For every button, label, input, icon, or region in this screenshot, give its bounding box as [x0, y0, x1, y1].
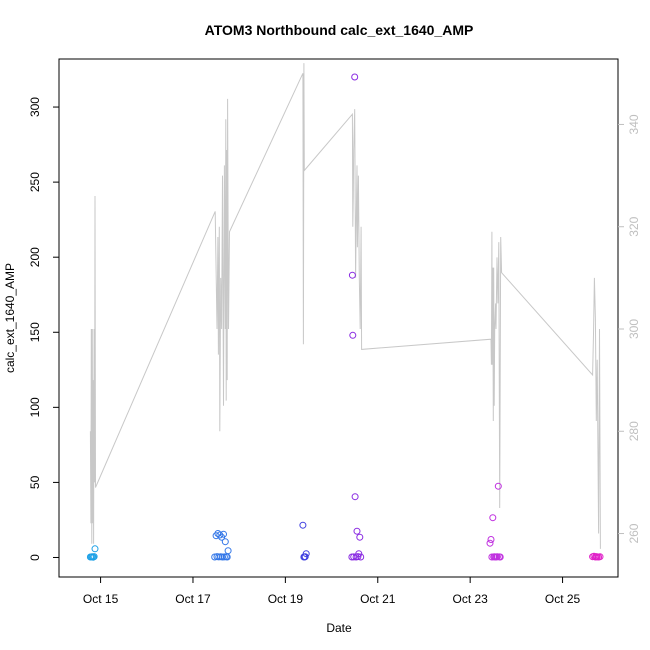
data-point [489, 514, 497, 522]
data-point [486, 539, 494, 547]
data-point [348, 271, 356, 279]
y2-tick-label: 280 [627, 421, 641, 441]
y-tick-label: 200 [28, 247, 42, 267]
chart-title: ATOM3 Northbound calc_ext_1640_AMP [205, 22, 474, 38]
secondary-series-line [89, 63, 601, 549]
data-point [90, 553, 98, 561]
data-point [356, 533, 364, 541]
y-tick-label: 100 [28, 397, 42, 417]
secondary-y-axis: 260 280 300 320 340 [618, 114, 641, 544]
data-point [299, 521, 307, 529]
x-tick-label: Oct 25 [545, 592, 581, 606]
x-tick-label: Oct 23 [452, 592, 488, 606]
plot-frame [58, 58, 619, 578]
data-point [596, 553, 604, 561]
x-axis-label: Date [326, 621, 352, 635]
x-axis: Oct 15 Oct 17 Oct 19 Oct 21 Oct 23 Oct 25 [83, 577, 581, 606]
data-point [349, 331, 357, 339]
y-axis: 0 50 100 150 200 250 300 [28, 97, 59, 561]
data-point [221, 538, 229, 546]
data-point [496, 553, 504, 561]
x-tick-label: Oct 15 [83, 592, 119, 606]
data-point [494, 482, 502, 490]
data-point [357, 553, 365, 561]
data-point [350, 553, 358, 561]
data-point [301, 553, 309, 561]
data-point [224, 547, 232, 555]
data-point [220, 530, 227, 538]
data-point [487, 536, 495, 543]
x-tick-label: Oct 21 [360, 592, 396, 606]
data-point [351, 493, 359, 501]
data-point [302, 550, 310, 558]
y2-tick-label: 320 [627, 216, 641, 236]
y2-tick-label: 300 [627, 319, 641, 339]
y-axis-label: calc_ext_1640_AMP [3, 263, 17, 373]
points-layer [86, 73, 604, 561]
y-tick-label: 300 [28, 97, 42, 117]
y2-tick-label: 260 [627, 523, 641, 543]
data-point [354, 553, 362, 561]
line-layer [89, 63, 601, 549]
data-point [353, 527, 361, 535]
x-tick-label: Oct 17 [175, 592, 211, 606]
y-tick-label: 250 [28, 172, 42, 192]
y-tick-label: 150 [28, 322, 42, 342]
x-tick-label: Oct 19 [268, 592, 304, 606]
y-tick-label: 50 [28, 475, 42, 489]
data-point [351, 73, 359, 81]
data-point [91, 545, 99, 553]
y-tick-label: 0 [28, 554, 42, 561]
data-point [216, 531, 224, 539]
y2-tick-label: 340 [627, 114, 641, 134]
